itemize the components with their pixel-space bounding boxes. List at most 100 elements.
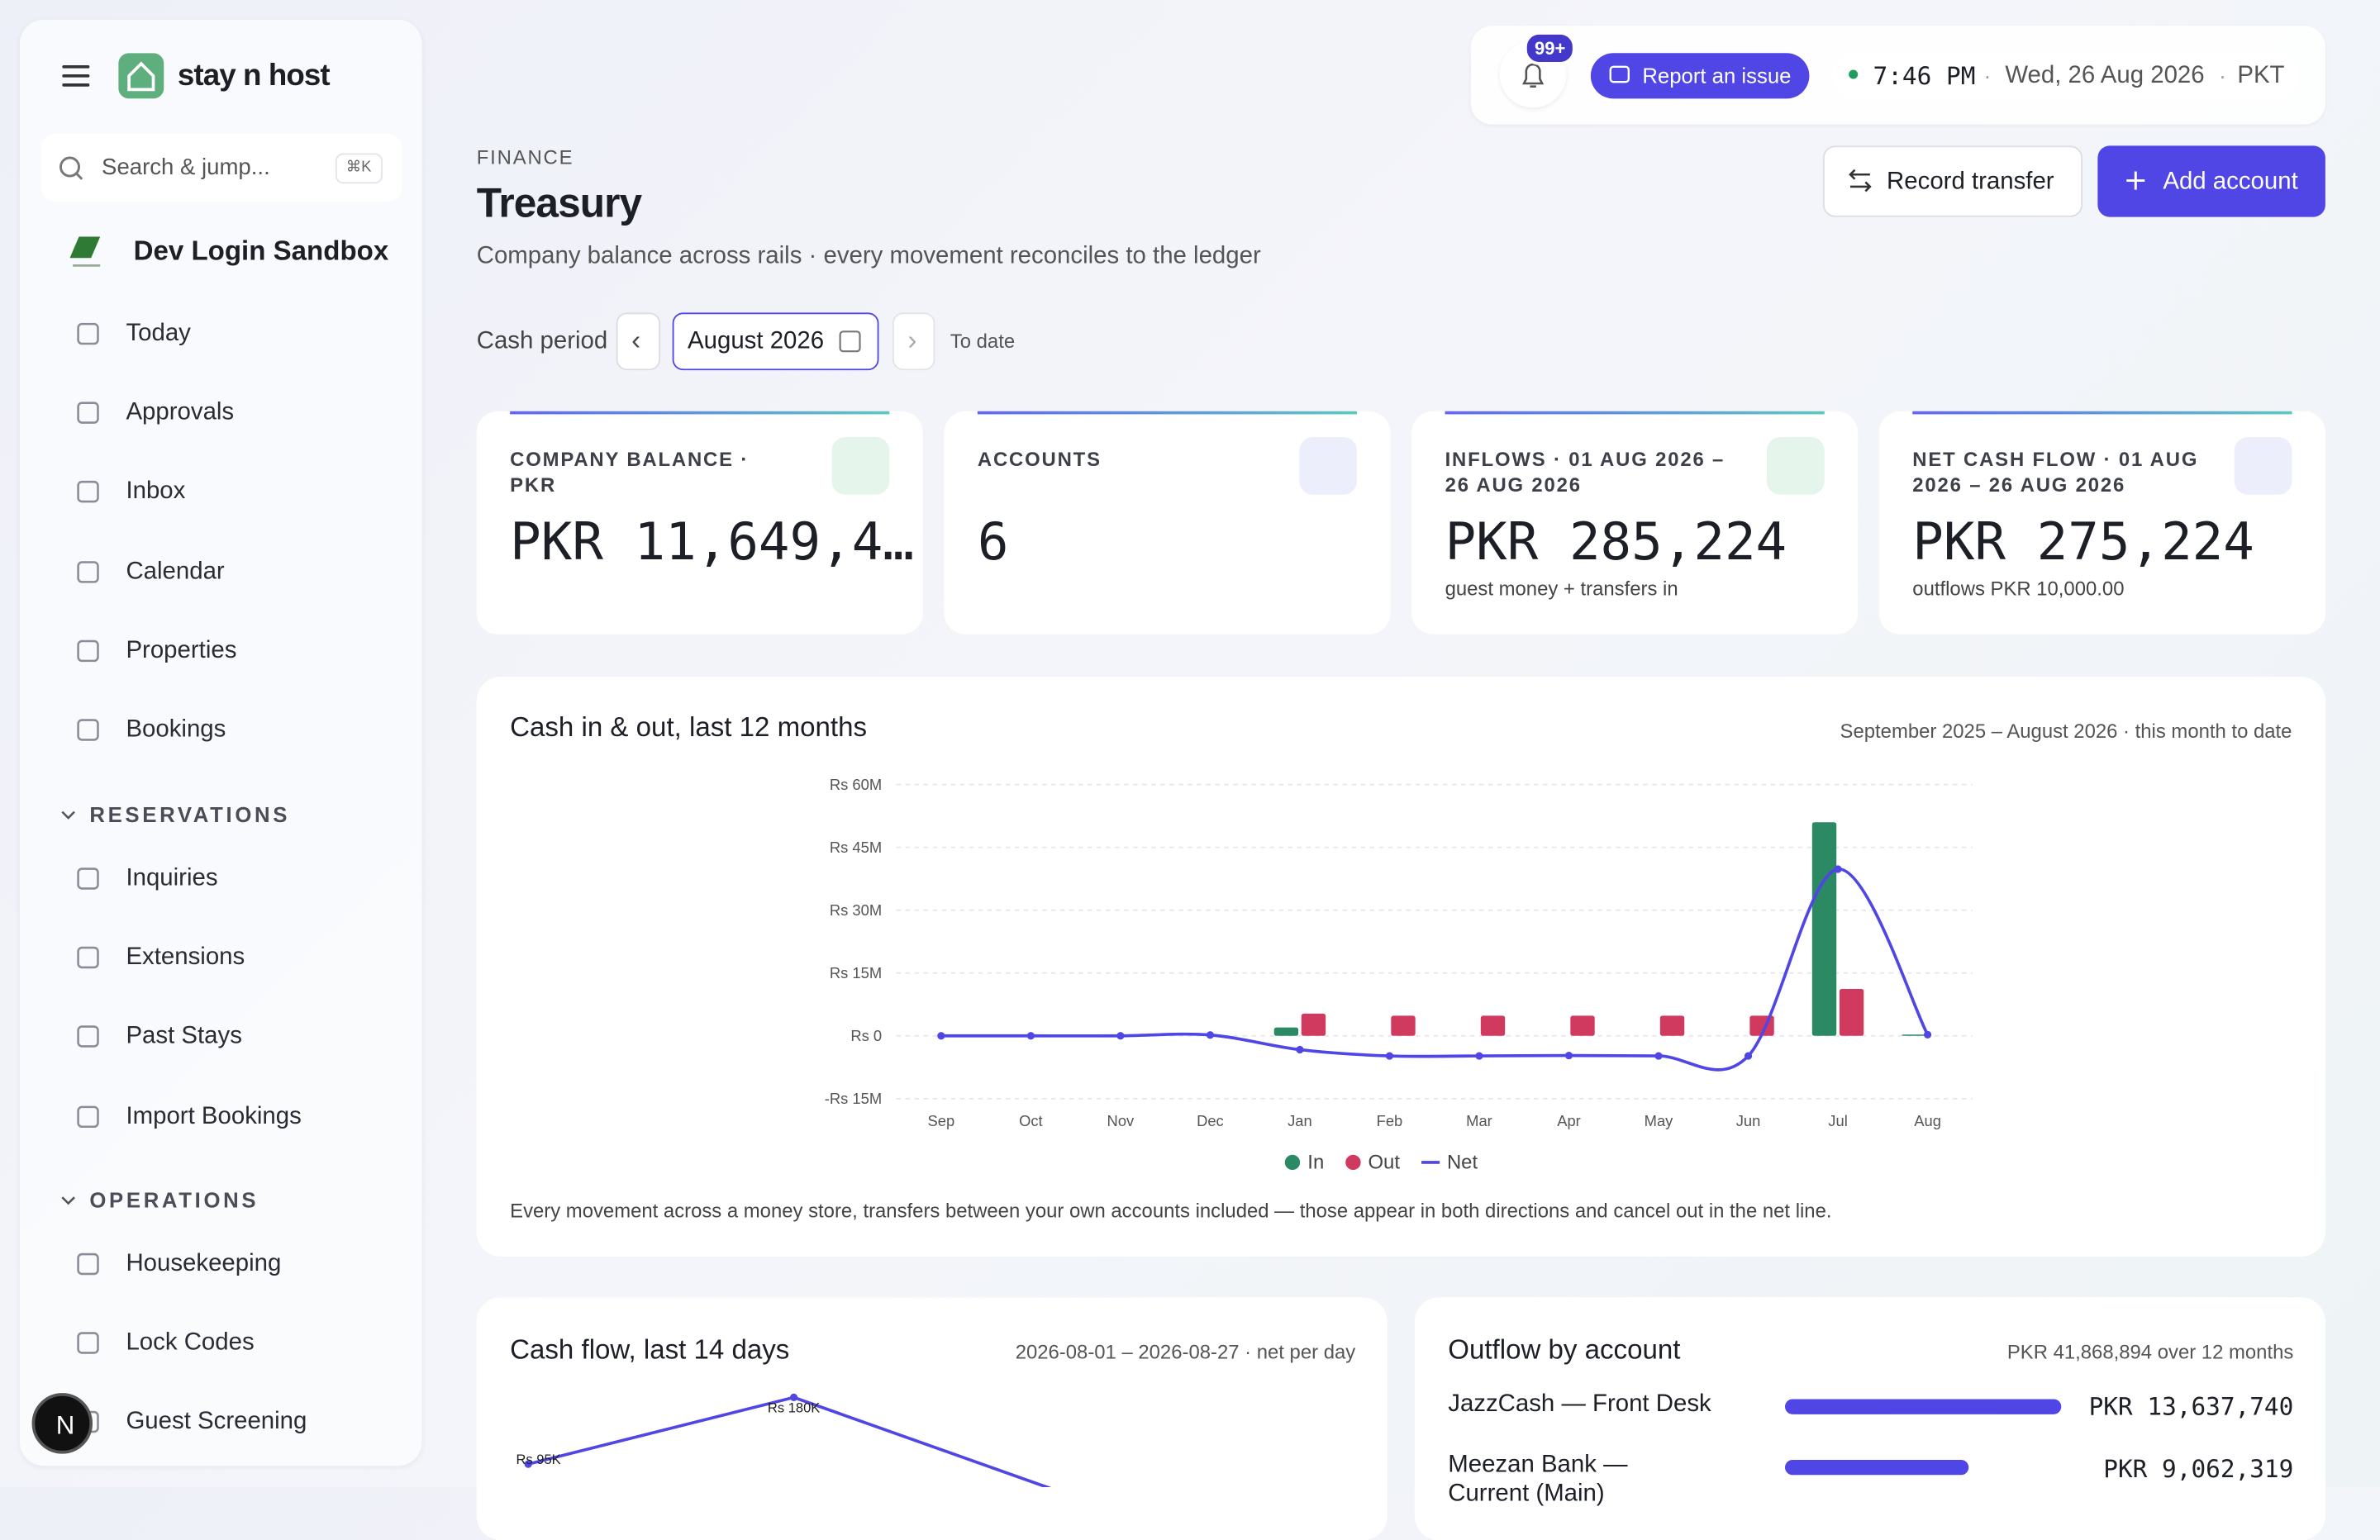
nav-icon xyxy=(76,946,102,972)
x-tick-label: Nov xyxy=(1107,1112,1135,1129)
net-point xyxy=(937,1032,945,1039)
net-point xyxy=(1654,1052,1662,1059)
bar xyxy=(1274,1028,1298,1036)
clock-time: 7:46 PM xyxy=(1873,61,1976,90)
nav-icon-shape xyxy=(79,720,98,740)
workspace-name: Dev Login Sandbox xyxy=(134,235,389,269)
transfer-arrows xyxy=(1850,170,1870,192)
kpi-note: outflows PKR 10,000.00 xyxy=(1912,577,2124,601)
nav-icon-shape xyxy=(79,562,98,582)
kpi-accent xyxy=(978,411,1357,415)
x-tick-label: Aug xyxy=(1914,1112,1941,1129)
net-point xyxy=(1924,1031,1931,1039)
page-subtitle: Company balance across rails · every mov… xyxy=(477,242,1261,271)
net-point xyxy=(1386,1052,1393,1059)
section-title[interactable]: RESERVATIONS xyxy=(89,802,290,828)
nav-item[interactable]: Inquiries xyxy=(126,864,217,893)
next-arrow[interactable]: › xyxy=(907,325,916,358)
bar xyxy=(1812,822,1836,1036)
nav-icon-shape xyxy=(79,403,98,423)
x-tick-label: Jul xyxy=(1828,1112,1847,1129)
x-tick-label: Sep xyxy=(928,1112,955,1129)
nav-item[interactable]: Properties xyxy=(126,636,236,665)
bar xyxy=(1481,1015,1505,1035)
bar xyxy=(1660,1015,1684,1035)
kpi-accent xyxy=(1912,411,2292,415)
account-bar xyxy=(1785,1399,2061,1414)
nav-item[interactable]: Calendar xyxy=(126,557,224,586)
y-tick-label: Rs 60M xyxy=(830,776,882,793)
nav-item[interactable]: Lock Codes xyxy=(126,1328,254,1357)
period-note: To date xyxy=(950,330,1015,354)
nav-item[interactable]: Today xyxy=(126,319,190,348)
bar xyxy=(1902,1034,1925,1035)
avatar[interactable]: N xyxy=(32,1393,93,1453)
x-tick-label: Apr xyxy=(1557,1112,1581,1129)
kpi-icon xyxy=(1767,437,1825,495)
chevron xyxy=(62,1197,74,1203)
record-transfer-label[interactable]: Record transfer xyxy=(1887,168,2054,197)
kpi-label: INFLOWS · 01 AUG 2026 – 26 AUG 2026 xyxy=(1445,446,1734,497)
nav-icon-shape xyxy=(79,948,98,967)
account-value: PKR 13,637,740 xyxy=(2089,1392,2294,1421)
plus-icon xyxy=(2124,169,2148,192)
nav-icon-shape xyxy=(79,1106,98,1126)
nav-item[interactable]: Inbox xyxy=(126,478,185,506)
search-handle xyxy=(77,173,82,178)
transfer-icon xyxy=(1847,167,1874,194)
x-tick-label: Mar xyxy=(1466,1112,1492,1129)
nav-item[interactable]: Past Stays xyxy=(126,1023,241,1052)
point-label: Rs 180K xyxy=(768,1400,820,1416)
nav-item[interactable]: Import Bookings xyxy=(126,1101,301,1130)
net-point xyxy=(1116,1032,1124,1039)
calendar-icon xyxy=(838,330,862,354)
add-account-label[interactable]: Add account xyxy=(2163,168,2297,197)
nav-item[interactable]: Guest Screening xyxy=(126,1408,307,1437)
nav-icon xyxy=(76,401,102,426)
section-title[interactable]: OPERATIONS xyxy=(89,1187,259,1213)
kpi-icon xyxy=(2235,437,2292,495)
y-tick-label: Rs 45M xyxy=(830,839,882,856)
nav-item[interactable]: Extensions xyxy=(126,943,245,972)
workspace-mark xyxy=(69,237,100,259)
period-value[interactable]: August 2026 xyxy=(688,327,824,356)
y-tick-label: Rs 30M xyxy=(830,901,882,919)
account-name: JazzCash — Front Desk xyxy=(1448,1390,1782,1419)
y-tick-label: Rs 0 xyxy=(850,1027,882,1044)
net-point xyxy=(1207,1031,1214,1039)
kpi-accent xyxy=(510,411,889,415)
account-bar xyxy=(1785,1460,1968,1475)
nav-icon-shape xyxy=(79,1027,98,1047)
nav-icon xyxy=(76,718,102,744)
bar xyxy=(1840,989,1864,1036)
kpi-accent xyxy=(1445,411,1825,415)
nav-item[interactable]: Housekeeping xyxy=(126,1249,281,1278)
x-tick-label: May xyxy=(1645,1112,1674,1129)
nav-icon-shape xyxy=(79,324,98,344)
report-icon xyxy=(1609,65,1630,87)
point-label: Rs 95K xyxy=(516,1452,560,1467)
section-chevron xyxy=(60,807,77,822)
sep: · xyxy=(2219,63,2226,88)
nav-item[interactable]: Approvals xyxy=(126,398,234,427)
menu-icon[interactable] xyxy=(55,58,97,94)
chart-subtitle: 2026-08-01 – 2026-08-27 · net per day xyxy=(1016,1340,1356,1364)
nav-item[interactable]: Bookings xyxy=(126,715,226,744)
kpi-label: NET CASH FLOW · 01 AUG 2026 – 26 AUG 202… xyxy=(1912,446,2201,497)
prev-arrow[interactable]: ‹ xyxy=(631,325,640,358)
kpi-note: guest money + transfers in xyxy=(1445,577,1678,601)
nav-icon xyxy=(76,639,102,664)
clock-zone: PKT xyxy=(2237,61,2284,90)
net-point xyxy=(1565,1052,1573,1059)
eyebrow: FINANCE xyxy=(477,146,574,170)
report-label[interactable]: Report an issue xyxy=(1642,63,1791,88)
bar xyxy=(1391,1015,1415,1035)
sep: · xyxy=(1984,63,1992,88)
nav-icon-shape xyxy=(79,1333,98,1353)
workspace-logo xyxy=(64,231,106,270)
